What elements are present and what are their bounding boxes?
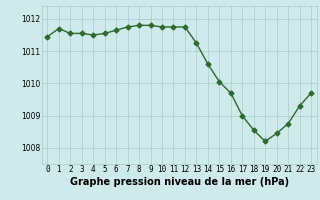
X-axis label: Graphe pression niveau de la mer (hPa): Graphe pression niveau de la mer (hPa): [70, 177, 289, 187]
